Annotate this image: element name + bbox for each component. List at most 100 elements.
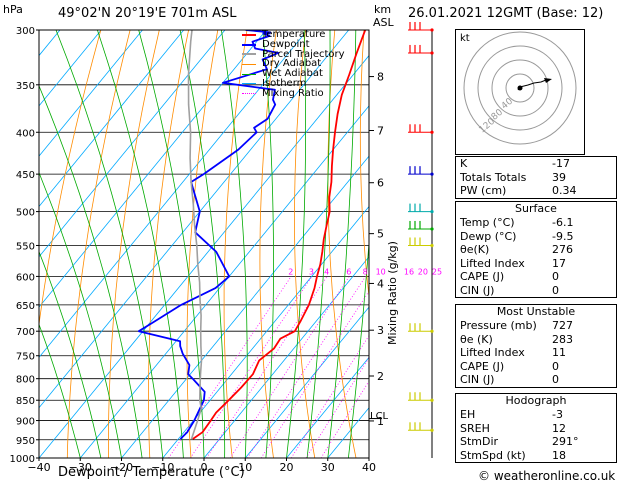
mixing-ratio-line [290, 334, 369, 458]
indices-table: K -17 Totals Totals 39 PW (cm) 0.34 [455, 156, 617, 199]
mixing-ratio-label: 16 [404, 267, 414, 276]
pressure-tick-label: 600 [16, 272, 35, 283]
wet-adiabat-line [39, 250, 102, 458]
km-tick-label: 6 [377, 177, 384, 190]
dry-adiabat-line [223, 30, 248, 458]
temp-tick-label: 10 [238, 461, 252, 474]
legend-item-wet-adiabat: Wet Adiabat [242, 69, 345, 79]
wet-adiabat-line [221, 30, 248, 458]
temperature-line [192, 30, 367, 440]
pressure-tick-label: 850 [16, 396, 35, 407]
hodograph-plot [463, 31, 577, 145]
temp-tick-label: 30 [321, 461, 335, 474]
wind-barb-dot [430, 243, 434, 248]
mixing-ratio-label: 3 [309, 267, 314, 276]
location-label: 49°02'N 20°19'E 701m ASL [58, 6, 237, 21]
parcel-trajectory-line [187, 30, 203, 440]
x-axis-title: Dewpoint / Temperature (°C) [58, 465, 245, 480]
pressure-tick-label: 400 [16, 128, 35, 139]
mixing-ratio-label: 2 [288, 267, 293, 276]
wind-barb-dot [430, 130, 434, 134]
km-tick-label: 1 [377, 415, 384, 428]
dry-adiabat-line [327, 30, 357, 458]
pressure-tick-label: 700 [16, 327, 35, 338]
km-tick-label: 2 [377, 370, 384, 383]
wet-adiabat-line [138, 30, 205, 458]
wind-barb-dot [430, 51, 434, 55]
mixing-ratio-label: 20 [418, 267, 428, 276]
index-row-k: K -17 [460, 157, 570, 170]
most-unstable-table: Most Unstable Pressure (mb) 727 θe (K) 283… [455, 304, 617, 388]
pressure-tick-label: 500 [16, 208, 35, 219]
temp-tick-label: −40 [27, 461, 50, 474]
copyright-label: © weatheronline.co.uk [478, 469, 616, 483]
mu-row-pressure: Pressure (mb) 727 [460, 319, 573, 332]
isotherm-line [39, 30, 308, 359]
mixing-ratio-label: 10 [376, 267, 386, 276]
isotherm-line [121, 155, 369, 458]
wet-adiabat-line [39, 171, 122, 458]
surface-row-dewp: Dewp (°C) -9.5 [460, 229, 574, 243]
km-tick-label: 3 [377, 324, 384, 337]
wet-adiabat-line [327, 30, 357, 458]
mixing-ratio-line [247, 276, 366, 458]
surface-row-cape: CAPE (J) 0 [460, 270, 559, 283]
isotherm-line [39, 30, 350, 409]
hodo-row-eh: EH -3 [460, 408, 563, 421]
wet-adiabat-line [39, 323, 81, 458]
isotherm-line [39, 30, 226, 258]
isotherm-line [244, 306, 369, 458]
isotherm-line [286, 356, 369, 458]
dry-adiabat-line [148, 30, 189, 458]
legend-item-dry-adiabat: Dry Adiabat [242, 59, 345, 69]
surface-row-thetae: θe(K) 276 [460, 243, 573, 256]
temp-tick-label: 0 [201, 461, 208, 474]
mixing-ratio-label: 25 [432, 267, 442, 276]
mixing-ratio-axis-title: Mixing Ratio (g/kg) [386, 241, 399, 345]
legend-item-isotherm: Isotherm [242, 79, 345, 89]
surface-title: Surface [515, 202, 557, 215]
asl-label: ASL [373, 16, 394, 29]
mu-row-lifted: Lifted Index 11 [460, 346, 566, 359]
surface-row-temp: Temp (°C) -6.1 [460, 216, 574, 229]
km-tick-label: 7 [377, 124, 384, 137]
hodograph-panel: kt 40 80 120 [455, 29, 585, 155]
mixing-ratio-label: 8 [363, 267, 368, 276]
pressure-tick-label: 750 [16, 352, 35, 363]
most-unstable-title: Most Unstable [496, 305, 576, 318]
isotherm-line [39, 30, 102, 107]
hodograph-table-title: Hodograph [505, 394, 567, 407]
hpa-label: hPa [3, 3, 23, 16]
wind-barb-dot [430, 227, 434, 231]
dry-adiabat-line [294, 30, 316, 458]
km-tick-label: 5 [377, 228, 384, 241]
wet-adiabat-line [348, 237, 369, 458]
wind-barb-dot [430, 172, 434, 176]
surface-table: Surface Temp (°C) -6.1 Dewp (°C) -9.5 θe(K… [455, 201, 617, 298]
wet-adiabat-line [55, 30, 164, 458]
dry-adiabat-line [108, 30, 160, 458]
wet-adiabat-line [39, 84, 143, 458]
hodo-row-stmdir: StmDir 291° [460, 435, 579, 448]
wind-barb-dot [430, 428, 434, 432]
pressure-tick-label: 650 [16, 301, 35, 312]
wet-adiabat-line [286, 30, 307, 458]
km-tick-label: 8 [377, 71, 384, 84]
wind-barb-dot [430, 209, 434, 214]
dry-adiabat-line [186, 30, 219, 458]
temp-tick-label: −20 [110, 461, 133, 474]
wind-barb-dot [430, 329, 434, 333]
wind-barb-dot [430, 28, 434, 32]
isotherm-line [79, 105, 369, 458]
isotherm-line [39, 30, 143, 157]
isotherm-line [39, 30, 267, 308]
mu-row-cin: CIN (J) 0 [460, 373, 559, 386]
hodograph-kt-label: kt [460, 33, 470, 44]
hodograph-table: Hodograph EH -3 SREH 12 StmDir 291° StmSpd … [455, 393, 617, 463]
temp-tick-label: 20 [280, 461, 294, 474]
dry-adiabat-line [39, 30, 102, 328]
wet-adiabat-line [97, 30, 184, 458]
pressure-tick-label: 350 [16, 81, 35, 92]
index-row-totals: Totals Totals 39 [460, 170, 566, 184]
index-row-pw: PW (cm) 0.34 [460, 184, 577, 197]
